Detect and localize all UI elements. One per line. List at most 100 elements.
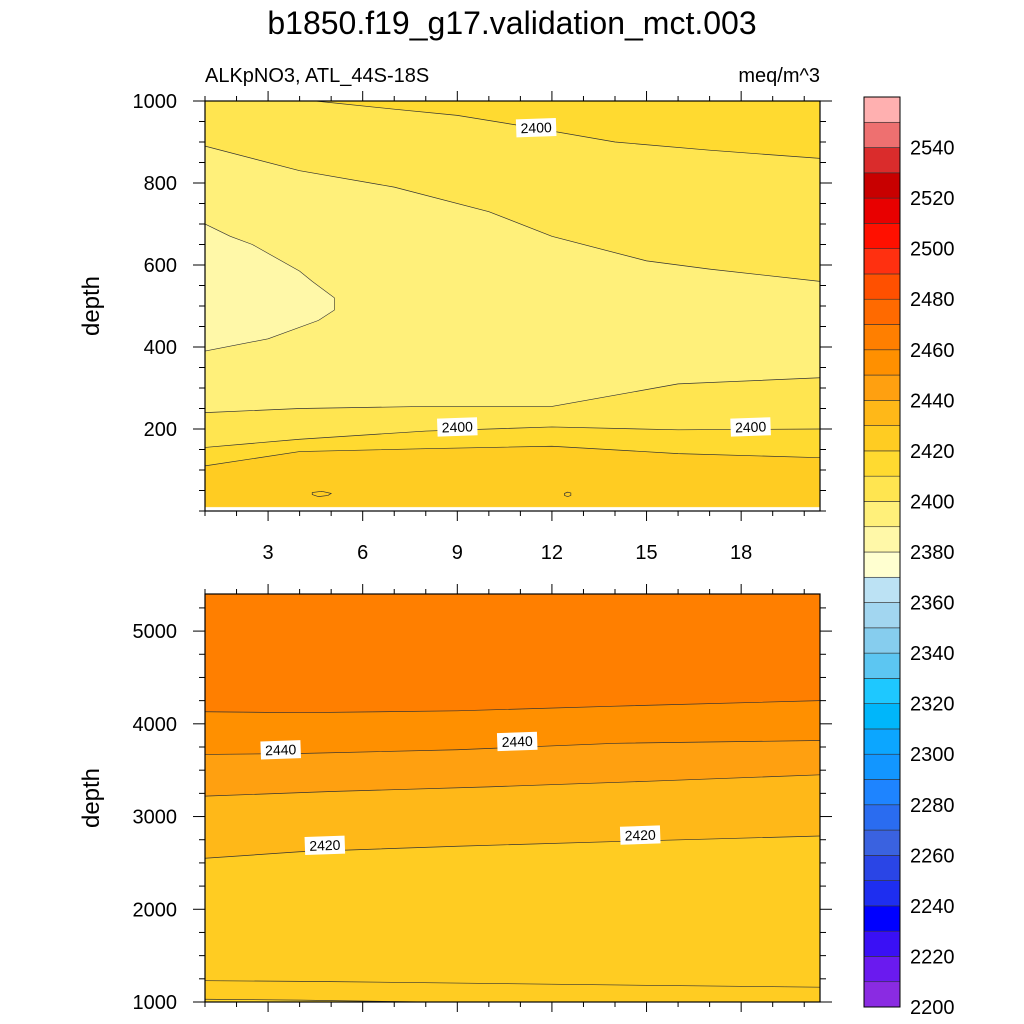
colorbar-swatch <box>863 172 901 199</box>
colorbar-swatch <box>863 425 901 452</box>
colorbar-swatch <box>863 855 901 881</box>
y-tick-label: 1000 <box>133 992 178 1014</box>
plot-area: 2420 2420 2440 2440 <box>205 594 820 1002</box>
colorbar-tick-label: 2300 <box>910 744 955 766</box>
colorbar-swatch <box>863 779 901 806</box>
colorbar-swatch <box>863 981 901 1008</box>
x-tick-label: 18 <box>730 542 752 564</box>
colorbar-swatch <box>863 197 901 224</box>
colorbar-tick-label: 2200 <box>910 997 955 1019</box>
colorbar-swatch <box>863 475 901 502</box>
colorbar-swatch <box>863 349 901 376</box>
contour-line <box>205 445 820 467</box>
colorbar-swatch <box>863 930 901 957</box>
y-tick-label: 5000 <box>133 621 178 643</box>
small-contour <box>311 490 333 498</box>
colorbar-swatch <box>863 753 901 780</box>
colorbar-swatch <box>863 450 901 477</box>
colorbar-tick-label: 2460 <box>910 340 955 362</box>
plot-area: 2400 2400 2400 <box>205 101 820 508</box>
y-axis-label: depth <box>78 276 105 336</box>
colorbar-swatch <box>863 501 901 528</box>
svg-text:2400: 2400 <box>441 418 473 435</box>
svg-text:2400: 2400 <box>520 119 552 136</box>
colorbar-tick-label: 2260 <box>910 845 955 867</box>
colorbar-swatch <box>863 602 901 629</box>
contour-patch <box>205 223 335 352</box>
colorbar-swatch <box>863 400 901 426</box>
contour-line <box>205 145 820 282</box>
colorbar-tick-label: 2360 <box>910 593 955 615</box>
colorbar-tick-label: 2400 <box>910 491 955 513</box>
contour-label: 2420 <box>619 825 661 845</box>
colorbar-swatch <box>863 905 901 932</box>
colorbar-swatch <box>863 324 901 351</box>
colorbar: 2200 2220 2240 2260 2280 2300 2320 2340 2360 2380… <box>863 96 955 1019</box>
contour-line <box>205 700 820 714</box>
colorbar-tick-label: 2520 <box>910 188 955 210</box>
contour-label: 2400 <box>515 117 557 138</box>
contour-label: 2400 <box>730 417 771 437</box>
upper-depth-panel: 2400 2400 2400 3 6 9 12 15 18 200 400 600 800 1000 dep… <box>78 91 832 564</box>
x-tick-label: 12 <box>541 542 563 564</box>
y-tick-label: 4000 <box>133 714 178 736</box>
y-tick-label: 3000 <box>133 807 178 829</box>
colorbar-tick-label: 2240 <box>910 896 955 918</box>
colorbar-tick-label: 2280 <box>910 795 955 817</box>
colorbar-tick-label: 2540 <box>910 138 955 160</box>
colorbar-swatch <box>863 526 901 553</box>
colorbar-swatch <box>863 273 901 300</box>
colorbar-tick-label: 2220 <box>910 946 955 968</box>
colorbar-swatch <box>863 703 901 730</box>
contour-line <box>205 377 820 413</box>
y-tick-label: 200 <box>144 419 177 441</box>
x-tick-label: 15 <box>635 542 657 564</box>
y-tick-label: 400 <box>144 337 177 359</box>
colorbar-swatch <box>863 678 901 704</box>
variable-region-subtitle: ALKpNO3, ATL_44S-18S <box>205 65 429 87</box>
contour-label: 2400 <box>437 417 478 437</box>
x-tick-label: 6 <box>357 542 368 564</box>
figure-title: b1850.f19_g17.validation_mct.003 <box>267 5 756 41</box>
colorbar-swatch <box>863 576 901 603</box>
colorbar-tick-label: 2480 <box>910 289 955 311</box>
contour-line <box>205 774 820 797</box>
colorbar-swatch <box>863 147 901 174</box>
colorbar-swatch <box>863 121 901 148</box>
colorbar-swatch <box>863 728 901 755</box>
svg-text:2420: 2420 <box>624 827 656 844</box>
svg-text:2420: 2420 <box>309 837 341 854</box>
colorbar-tick-label: 2380 <box>910 542 955 564</box>
contour-line <box>205 998 820 1002</box>
colorbar-swatch <box>863 551 901 578</box>
y-tick-label: 600 <box>144 255 177 277</box>
svg-text:2440: 2440 <box>501 733 533 750</box>
colorbar-swatch <box>863 652 901 679</box>
contour-label: 2440 <box>496 731 538 752</box>
colorbar-swatch <box>863 804 901 831</box>
contour-band <box>205 594 820 713</box>
svg-text:2400: 2400 <box>735 418 767 435</box>
colorbar-tick-label: 2320 <box>910 694 955 716</box>
small-contour <box>564 491 572 498</box>
x-tick-label: 3 <box>263 542 274 564</box>
colorbar-swatch <box>863 956 901 983</box>
colorbar-swatch <box>863 829 901 856</box>
contour-band <box>205 835 820 988</box>
contour-line <box>205 980 820 988</box>
x-tick-label: 9 <box>452 542 463 564</box>
colorbar-tick-label: 2500 <box>910 239 955 261</box>
plot-frame <box>204 593 821 1003</box>
svg-text:2440: 2440 <box>265 741 297 758</box>
y-tick-label: 800 <box>144 173 177 195</box>
colorbar-tick-label: 2340 <box>910 643 955 665</box>
contour-line <box>205 101 820 159</box>
y-tick-label: 2000 <box>133 899 178 921</box>
units-subtitle: meq/m^3 <box>738 65 820 87</box>
y-tick-label: 1000 <box>133 91 178 113</box>
colorbar-swatch <box>863 880 901 907</box>
lower-depth-panel: 2420 2420 2440 2440 1000 2000 3000 4000 5000 dept… <box>78 584 832 1014</box>
colorbar-swatch <box>863 223 901 249</box>
colorbar-swatch <box>863 374 901 401</box>
